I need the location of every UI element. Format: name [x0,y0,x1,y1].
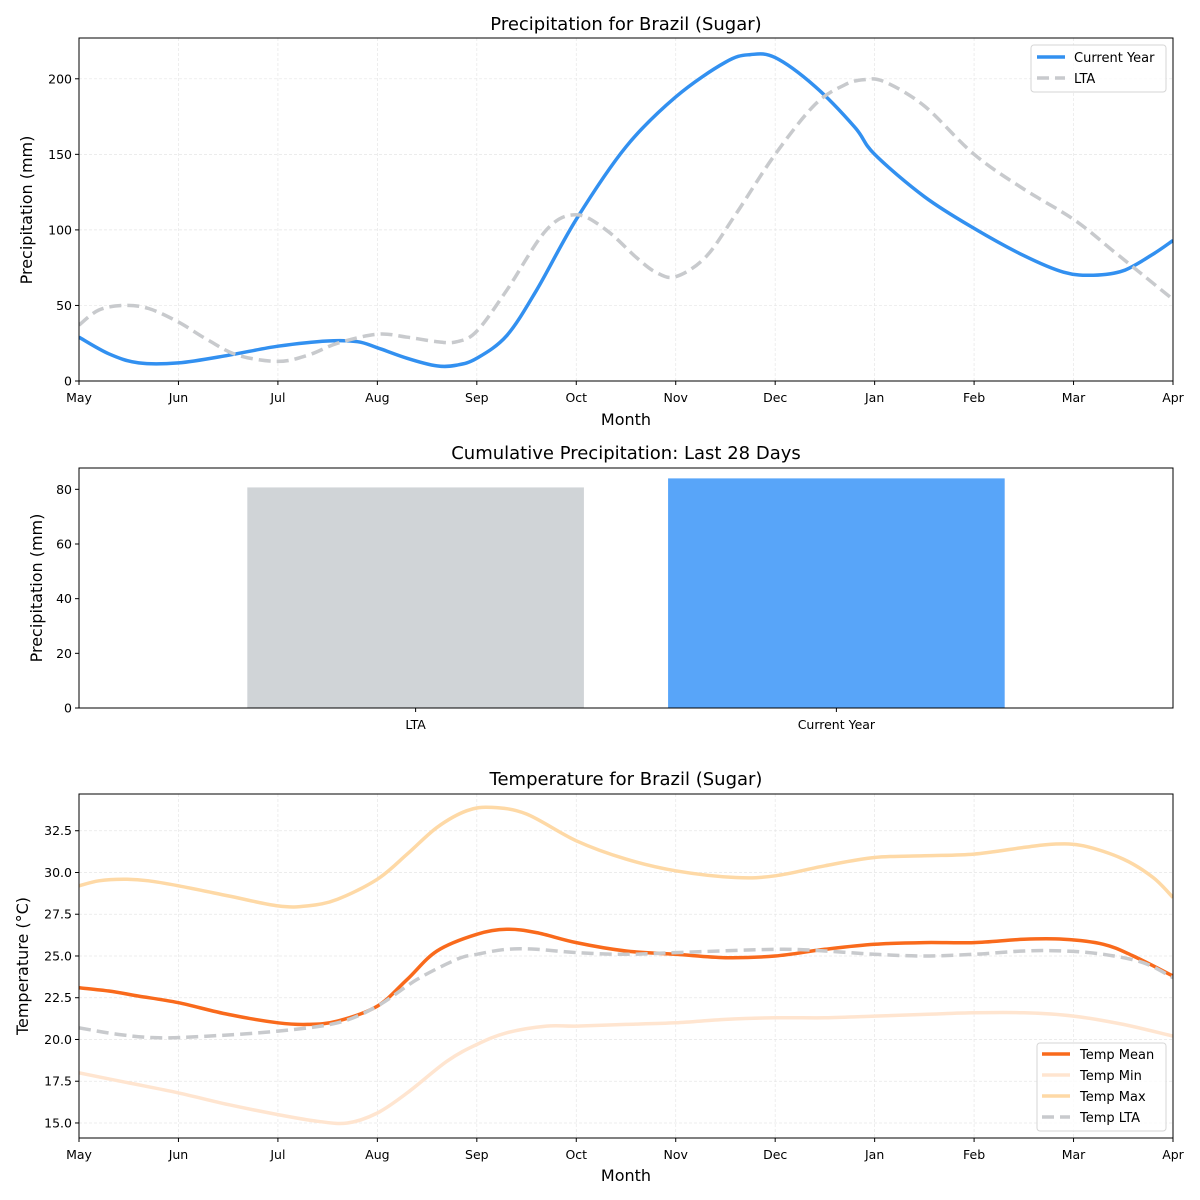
y-tick-label: 50 [56,298,72,313]
precipitation-line-chart: Precipitation for Brazil (Sugar) Month P… [17,14,1185,429]
x-tick-label: Nov [664,390,689,405]
grid [78,794,1174,1138]
x-tick-label: Jan [864,1147,884,1162]
y-ticks: 0 50 100 150 200 [48,71,79,389]
y-axis-label: Temperature (°C) [13,897,32,1036]
plot-frame [78,37,1174,382]
series-line-temp-lta [79,947,1173,1040]
y-tick-label: 27.5 [44,907,72,922]
x-ticks: LTA Current Year [405,708,876,732]
y-tick-label: 30.0 [44,865,72,880]
chart-title: Temperature for Brazil (Sugar) [489,769,763,790]
x-tick-label: Jul [269,390,285,405]
x-tick-label: Dec [763,1147,787,1162]
x-tick-label: Oct [565,390,587,405]
x-tick-label: Feb [963,390,985,405]
y-axis-label: Precipitation (mm) [27,514,46,663]
y-tick-label: 0 [64,374,72,389]
series-line-temp-mean [79,927,1173,1027]
legend: Temp Mean Temp Min Temp Max Temp LTA [1036,1042,1167,1132]
plot-frame [78,793,1174,1139]
y-tick-label: 150 [48,147,72,162]
y-tick-label: 100 [48,222,72,237]
chart-title: Precipitation for Brazil (Sugar) [490,14,761,35]
series-line-temp-min [79,1010,1173,1126]
x-tick-label: LTA [405,717,426,732]
legend: Current Year LTA [1030,44,1167,93]
y-ticks: 15.0 17.5 20.0 22.5 25.0 27.5 30.0 32.5 [44,823,79,1130]
x-tick-label: Jul [269,1147,285,1162]
x-axis-label: Month [601,410,651,429]
grid [78,38,1174,382]
x-tick-label: Jun [168,1147,189,1162]
y-ticks: 0 20 40 60 80 [56,482,79,716]
x-tick-label: Feb [963,1147,985,1162]
x-tick-label: Oct [565,1147,587,1162]
legend-label-temp-max: Temp Max [1079,1090,1146,1105]
y-tick-label: 20.0 [44,1032,72,1047]
series-line-lta [79,77,1173,364]
bars [247,478,1005,708]
y-tick-label: 17.5 [44,1074,72,1089]
x-tick-label: Mar [1062,1147,1086,1162]
x-tick-label: Aug [365,1147,389,1162]
legend-box [1036,1042,1167,1132]
series-group [79,805,1173,1126]
y-tick-label: 40 [56,591,72,606]
plot-frame [78,467,1174,709]
y-tick-label: 80 [56,482,72,497]
y-tick-label: 60 [56,536,72,551]
temperature-line-chart: Temperature for Brazil (Sugar) Month Tem… [13,769,1185,1185]
legend-label-temp-lta: Temp LTA [1079,1111,1140,1126]
y-axis-label: Precipitation (mm) [17,136,36,285]
legend-label-temp-mean: Temp Mean [1079,1048,1154,1063]
x-tick-label: Mar [1062,390,1086,405]
y-tick-label: 0 [64,701,72,716]
legend-label-lta: LTA [1074,72,1095,87]
x-tick-label: Sep [465,390,489,405]
series-line-temp-max [79,805,1173,909]
x-ticks: May Jun Jul Aug Sep Oct Nov Dec Jan Feb Mar Apr [66,1138,1185,1162]
chart-title: Cumulative Precipitation: Last 28 Days [451,443,801,464]
x-axis-label: Month [601,1166,651,1185]
legend-label-temp-min: Temp Min [1079,1069,1142,1084]
x-tick-label: Nov [664,1147,689,1162]
x-tick-label: Current Year [798,717,876,732]
x-tick-label: Dec [763,390,787,405]
y-tick-label: 25.0 [44,948,72,963]
y-tick-label: 200 [48,71,72,86]
x-tick-label: Apr [1162,390,1184,405]
y-tick-label: 22.5 [44,990,72,1005]
x-tick-label: May [66,1147,92,1162]
x-tick-label: May [66,390,92,405]
x-tick-label: Jun [168,390,189,405]
y-tick-label: 15.0 [44,1115,72,1130]
cumulative-bar-chart: Cumulative Precipitation: Last 28 Days P… [27,443,1174,732]
x-tick-label: Aug [365,390,389,405]
bar-current-year [668,478,1005,708]
x-tick-label: Jan [864,390,884,405]
x-tick-label: Sep [465,1147,489,1162]
x-tick-label: Apr [1162,1147,1184,1162]
series-group [79,52,1173,369]
y-tick-label: 20 [56,646,72,661]
bar-lta [247,487,584,708]
legend-label-current-year: Current Year [1074,51,1155,66]
y-tick-label: 32.5 [44,823,72,838]
x-ticks: May Jun Jul Aug Sep Oct Nov Dec Jan Feb Mar Apr [66,381,1185,405]
series-line-current-year [79,52,1173,369]
